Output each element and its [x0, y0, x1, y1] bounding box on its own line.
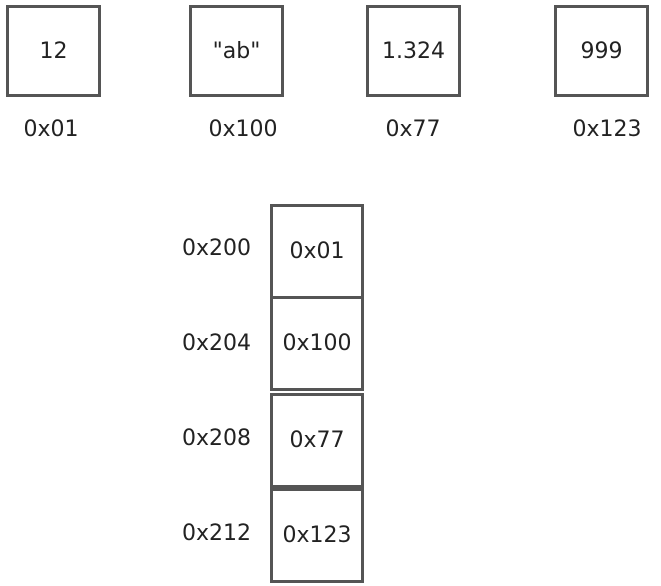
value-cell-1324: 1.324 [366, 5, 461, 97]
value-cell-999: 999 [554, 5, 649, 97]
value-cell-12: 12 [6, 5, 101, 97]
value-address-label: 0x77 [385, 117, 441, 142]
value-address-label: 0x123 [572, 117, 642, 142]
pointer-text: 0x77 [289, 428, 345, 453]
value-address-label: 0x100 [208, 117, 278, 142]
value-cell-ab: "ab" [189, 5, 284, 97]
pointer-cell: 0x01 [270, 204, 364, 299]
pointer-cell: 0x123 [270, 488, 364, 583]
value-text: 12 [39, 38, 68, 64]
array-address-label: 0x212 [182, 521, 252, 546]
value-text: "ab" [212, 38, 261, 64]
array-address-label: 0x204 [182, 331, 252, 356]
pointer-cell: 0x100 [270, 296, 364, 391]
array-address-label: 0x200 [182, 236, 252, 261]
value-text: 999 [580, 38, 623, 64]
pointer-text: 0x01 [289, 239, 345, 264]
pointer-cell: 0x77 [270, 393, 364, 488]
pointer-text: 0x100 [282, 331, 352, 356]
value-text: 1.324 [382, 38, 445, 64]
array-address-label: 0x208 [182, 426, 252, 451]
pointer-text: 0x123 [282, 523, 352, 548]
value-address-label: 0x01 [23, 117, 79, 142]
